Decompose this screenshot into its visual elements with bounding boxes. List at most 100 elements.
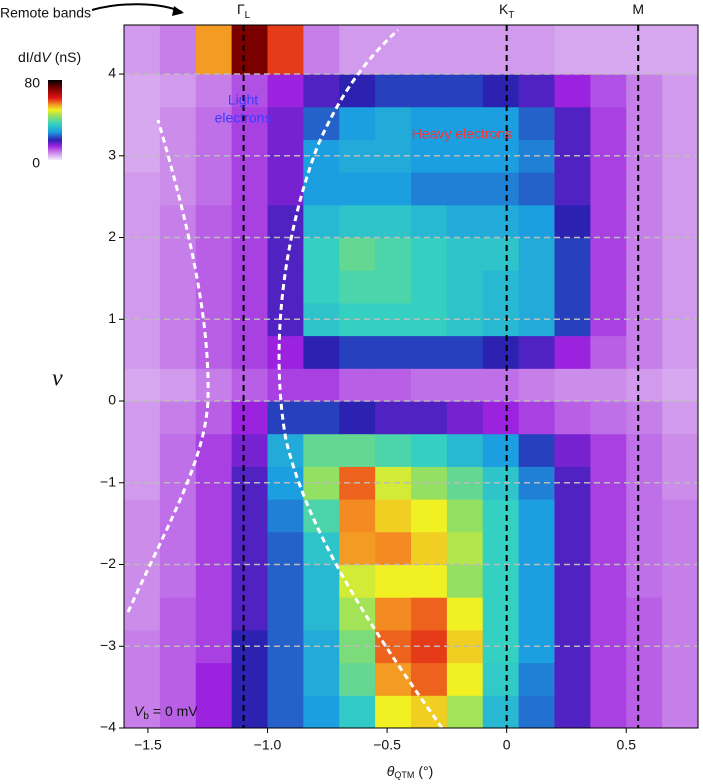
marker-sub: L [245,10,251,21]
heatmap-cell [159,25,197,75]
heatmap-cell [124,74,161,108]
heatmap-cell [124,597,161,631]
heatmap-cell [411,270,448,304]
heatmap-cell [231,433,268,467]
heatmap-cell [411,499,448,533]
heatmap-cell [662,597,699,631]
heatmap-cell [339,106,376,140]
heatmap-cell [554,433,591,467]
heatmap-cell [375,270,412,304]
x-tick-label: 0.5 [617,737,637,753]
heatmap-cell [446,662,484,696]
heatmap-cell [590,25,627,75]
heatmap-cell [159,499,197,533]
heatmap-cell [411,531,448,566]
heatmap-cell [518,204,555,239]
heatmap-cell [159,564,197,598]
heatmap-cell [446,172,484,206]
y-tick-label: −2 [100,555,116,571]
heatmap-cell [124,499,161,533]
heatmap-cell [339,401,376,435]
heatmap-cell [662,401,699,435]
heatmap-cell [482,335,520,369]
heatmap-cell [411,597,448,631]
heatmap-cell [411,401,448,435]
heatmap-cell [195,74,233,108]
heatmap-cell [518,172,555,206]
heatmap-cell [590,597,627,631]
heatmap-cell [195,499,233,533]
heatmap-cell [626,597,663,631]
heatmap-cell [124,368,161,402]
heatmap-cell [626,204,663,239]
heatmap-cell [375,106,412,140]
heatmap-cell [339,74,376,108]
heatmap-cell [124,270,161,304]
heatmap-cell [446,25,484,75]
heatmap-cell [626,74,663,108]
heatmap-cell [375,531,412,566]
heatmap-cell [662,204,699,239]
heatmap-cell [339,368,376,402]
heatmap-cell [446,335,484,369]
heatmap-cell [590,433,627,467]
heatmap-cell [267,172,304,206]
heatmap-cell [267,564,304,598]
heatmap-cell [303,106,340,140]
heatmap-cell [590,172,627,206]
y-tick-label: 1 [108,310,116,326]
heatmap-cell [554,204,591,239]
arrow-head [172,6,184,16]
heatmap-cell [590,204,627,239]
heatmap-cell [482,401,520,435]
heatmap-cell [303,237,340,271]
heatmap-cell [231,172,268,206]
heatmap-cell [626,237,663,271]
heatmap-cell [518,106,555,140]
heatmap-cell [518,597,555,631]
heatmap-cell [482,368,520,402]
heatmap-cell [303,564,340,598]
heatmap-cell [339,237,376,271]
heatmap-cell [554,597,591,631]
heatmap-cell [303,531,340,566]
heatmap-cell [446,237,484,271]
heatmap-cell [159,662,197,696]
heatmap-cell [411,237,448,271]
marker-name: Γ [237,1,245,17]
heatmap-cell [231,695,268,729]
colorbar-label: dI/dV (nS) [18,49,81,65]
heatmap-cell [626,564,663,598]
heatmap-cell [267,335,304,369]
plot-frame [123,24,699,729]
heatmap-cell [411,433,448,467]
heatmap-cell [626,531,663,566]
heatmap-cell [159,237,197,271]
heatmap-cell [375,74,412,108]
heatmap-cell [124,531,161,566]
heatmap-cell [124,106,161,140]
heatmap-cell [195,204,233,239]
colorbar-tick-label: 80 [24,75,40,91]
heatmap-cell [339,172,376,206]
y-tick-label: 2 [108,228,116,244]
x-sub: QTM [394,770,414,780]
dispersion-curve [277,28,444,729]
heatmap-cell [446,204,484,239]
heatmap-cell [590,368,627,402]
heatmap-cell [195,368,233,402]
heatmap-cell [411,74,448,108]
heatmap-cell [482,25,520,75]
heatmap-cell [590,106,627,140]
heatmap-cell [195,106,233,140]
heatmap-cell [303,597,340,631]
x-var: θ [387,763,395,779]
heatmap-cell [518,335,555,369]
heatmap-cell [662,564,699,598]
heatmap-cell [482,499,520,533]
heatmap-cell [124,401,161,435]
arrow [91,3,183,13]
heatmap-cell [303,172,340,206]
heatmap-cell [231,401,268,435]
heatmap-cell [554,25,591,75]
